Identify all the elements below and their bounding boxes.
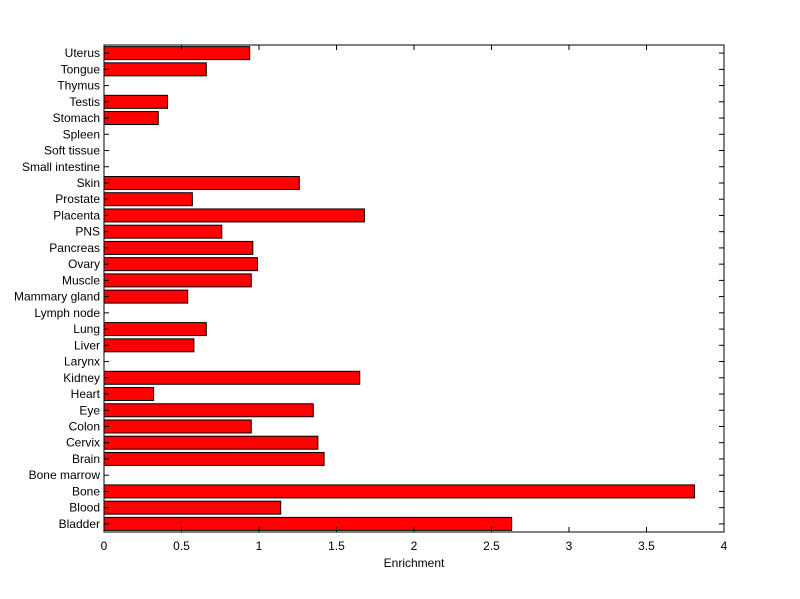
bars-group — [103, 46, 696, 531]
bar-kidney — [103, 370, 361, 385]
y-tick-label: Lymph node — [34, 306, 100, 320]
y-tick-label: Brain — [72, 452, 100, 466]
bar-muscle — [103, 273, 252, 288]
y-tick-label: Colon — [69, 419, 100, 433]
x-axis-label: Enrichment — [384, 556, 445, 570]
y-tick-label: Heart — [71, 387, 101, 401]
y-tick-label: Larynx — [64, 355, 100, 369]
y-tick-label: Ovary — [68, 257, 100, 271]
y-tick-label: Small intestine — [22, 160, 100, 174]
y-tick-label: Uterus — [65, 46, 100, 60]
y-tick-label: Bone — [72, 484, 100, 498]
bar-heart — [103, 387, 155, 402]
bar-testis — [103, 94, 169, 109]
y-ticks-group: Bladder Blood Bone Bone marrow Brain Cervix Co… — [14, 46, 724, 531]
bar-pancreas — [103, 240, 254, 255]
bar-blood — [103, 500, 282, 515]
y-tick-label: Bone marrow — [29, 468, 101, 482]
y-tick-label: Stomach — [53, 111, 100, 125]
bar-eye — [103, 403, 314, 418]
bar-tongue — [103, 62, 207, 77]
y-tick-label: Soft tissue — [44, 144, 100, 158]
y-tick-label: Bladder — [59, 517, 100, 531]
y-tick-label: Tongue — [61, 62, 101, 76]
y-tick-label: Prostate — [55, 192, 100, 206]
bar-bone — [103, 484, 696, 499]
bar-placenta — [103, 208, 365, 223]
y-tick-label: Liver — [74, 338, 100, 352]
y-tick-label: Placenta — [53, 208, 100, 222]
bar-brain — [103, 451, 325, 466]
bar-bladder — [103, 516, 513, 531]
bar-colon — [103, 419, 252, 434]
y-tick-label: Spleen — [63, 127, 100, 141]
x-tick-label: 2.5 — [483, 539, 500, 553]
bar-prostate — [103, 192, 193, 207]
x-tick-label: 0.5 — [173, 539, 190, 553]
bar-pns — [103, 224, 223, 239]
bar-cervix — [103, 435, 319, 450]
bar-liver — [103, 338, 195, 353]
y-tick-label: Skin — [77, 176, 100, 190]
bar-mammary-gland — [103, 289, 189, 304]
x-tick-label: 2 — [411, 539, 418, 553]
y-tick-label: Cervix — [66, 436, 100, 450]
x-tick-label: 3 — [566, 539, 573, 553]
y-tick-label: Blood — [69, 501, 100, 515]
x-tick-label: 1.5 — [328, 539, 345, 553]
y-tick-label: Muscle — [62, 273, 100, 287]
y-tick-label: PNS — [75, 225, 100, 239]
x-tick-label: 4 — [721, 539, 728, 553]
y-tick-label: Testis — [69, 95, 100, 109]
x-tick-label: 1 — [256, 539, 263, 553]
bar-skin — [103, 175, 300, 190]
x-tick-label: 0 — [101, 539, 108, 553]
x-ticks-group: 0 0.5 1 1.5 2 2.5 3 3.5 4 — [101, 45, 728, 553]
y-tick-label: Eye — [79, 403, 100, 417]
bar-stomach — [103, 111, 159, 126]
y-tick-label: Pancreas — [49, 241, 100, 255]
bar-lung — [103, 322, 207, 337]
y-tick-label: Thymus — [57, 79, 100, 93]
y-tick-label: Kidney — [63, 371, 100, 385]
bar-ovary — [103, 257, 258, 272]
x-tick-label: 3.5 — [638, 539, 655, 553]
y-tick-label: Lung — [73, 322, 100, 336]
bar-uterus — [103, 46, 251, 61]
y-tick-label: Mammary gland — [14, 290, 100, 304]
